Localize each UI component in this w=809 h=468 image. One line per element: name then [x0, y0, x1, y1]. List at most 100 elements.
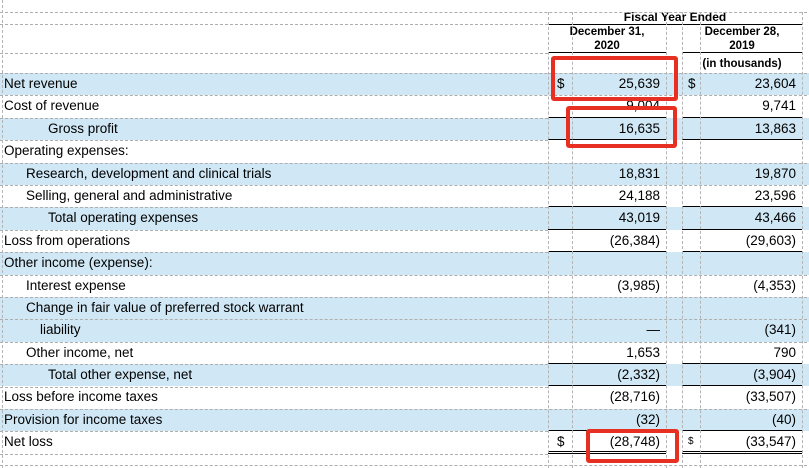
value-2019: 13,863: [754, 120, 796, 136]
value-2020: [572, 140, 666, 162]
value-group-2019: $ (33,547): [682, 431, 802, 454]
dollar-sign-2020: [548, 342, 572, 363]
value-group-2019: (40): [682, 409, 802, 432]
column-header-2019: December 28, 2019: [682, 25, 802, 53]
value-2019: (40): [771, 411, 796, 427]
dollar-sign-2020: [548, 207, 572, 228]
dollar-sign-2019: [682, 342, 700, 363]
row-end-filler: [802, 252, 809, 274]
value-group-2019: (33,507): [682, 386, 802, 408]
column-gap: [666, 54, 682, 74]
table-row: Research, development and clinical trial…: [0, 162, 809, 185]
value-2020: (26,384): [609, 232, 660, 248]
dollar-sign-2019: [682, 275, 700, 297]
header-spacer: [0, 12, 548, 25]
fiscal-year-ended-title: Fiscal Year Ended: [548, 11, 802, 25]
value-2020: 1,653: [626, 344, 660, 360]
row-label: Gross profit: [48, 120, 118, 136]
dollar-sign-2019: [682, 319, 700, 341]
dollar-sign-2019: [682, 163, 700, 185]
value-2020: (28,716): [609, 389, 660, 405]
table-row: Net loss $ (28,748) $ (33,547): [0, 431, 809, 454]
row-end-filler: [802, 364, 809, 386]
table-row: Cost of revenue 9,004 9,741: [0, 95, 809, 118]
table-header: Fiscal Year Ended December 31, 2020 Dece…: [0, 11, 809, 74]
value-2019: (33,547): [745, 434, 796, 450]
value-group-2019: 9,741: [682, 95, 802, 118]
value-2019: 19,870: [754, 165, 796, 181]
dollar-sign-2020: $: [557, 434, 565, 450]
value-group-2020: 16,635: [548, 118, 666, 141]
dollar-sign-2020: [548, 364, 572, 385]
value-group-2019: (29,603): [682, 230, 802, 253]
value-group-2019: [682, 297, 802, 319]
value-group-2019: 790: [682, 342, 802, 365]
dollar-sign-2020: [548, 409, 572, 430]
value-group-2020: [548, 297, 666, 319]
header-row-title: Fiscal Year Ended: [0, 11, 809, 25]
units-empty-cell: [548, 54, 666, 74]
value-group-2020: 43,019: [548, 207, 666, 230]
dollar-sign-2020: [548, 95, 572, 116]
value-2019: 23,596: [754, 187, 796, 203]
value-2020: 9,004: [626, 98, 660, 114]
row-end-filler: [802, 207, 809, 229]
dollar-sign-2019: [682, 252, 700, 274]
dollar-sign-2020: [548, 118, 572, 139]
value-2019: (341): [764, 322, 796, 338]
row-end-filler: [802, 118, 809, 140]
value-2019: 43,466: [754, 210, 796, 226]
value-2020: 16,635: [618, 120, 660, 136]
dollar-sign-2019: [682, 118, 700, 139]
row-label: Research, development and clinical trial…: [26, 165, 272, 181]
table-row: Gross profit 16,635 13,863: [0, 117, 809, 141]
dashed-gridline-horizontal: [0, 465, 807, 466]
column-gap: [666, 230, 682, 252]
dollar-sign-2020: [548, 297, 572, 319]
value-2020: (3,985): [617, 277, 660, 293]
dollar-sign-2019: [682, 230, 700, 251]
row-label: Loss from operations: [4, 232, 131, 248]
value-2020: [572, 252, 666, 274]
units-note: (in thousands): [702, 58, 782, 70]
column-gap: [666, 140, 682, 162]
column-gap: [666, 163, 682, 185]
value-group-2019: 13,863: [682, 118, 802, 141]
value-2020: —: [646, 322, 661, 338]
value-group-2019: (3,904): [682, 364, 802, 387]
value-group-2020: 9,004: [548, 95, 666, 118]
value-2020: (28,748): [609, 434, 660, 450]
row-label: Net loss: [4, 434, 53, 450]
row-label: Other income, net: [26, 344, 134, 360]
column-gap: [666, 73, 682, 95]
row-label: Operating expenses:: [4, 143, 129, 159]
value-group-2020: (26,384): [548, 230, 666, 253]
dollar-sign-2019: [682, 185, 700, 206]
dollar-sign-2020: [548, 140, 572, 162]
table-row: Selling, general and administrative 24,18…: [0, 185, 809, 208]
column-gap: [666, 342, 682, 364]
column-gap: [666, 25, 682, 54]
value-2019: 9,741: [762, 98, 796, 114]
column-gap: [666, 409, 682, 431]
row-label: Total other expense, net: [48, 367, 193, 383]
table-row: Loss from operations (26,384) (29,603): [0, 230, 809, 253]
value-group-2020: 18,831: [548, 163, 666, 185]
row-label: Provision for income taxes: [4, 411, 163, 427]
column-gap: [666, 431, 682, 453]
header-row-dates: December 31, 2020 December 28, 2019: [0, 25, 809, 54]
dollar-sign-2019: $: [688, 76, 696, 91]
row-label: Net revenue: [4, 76, 78, 91]
value-group-2019: [682, 140, 802, 162]
value-group-2020: (3,985): [548, 275, 666, 297]
value-group-2020: (28,716): [548, 386, 666, 408]
dollar-sign-2020: [548, 163, 572, 185]
column-header-2019-line2: 2019: [729, 39, 755, 52]
table-row: Interest expense (3,985) (4,353): [0, 275, 809, 297]
value-2019: [700, 297, 802, 319]
row-end-filler: [802, 95, 809, 117]
column-gap: [666, 319, 682, 341]
value-2019: 23,604: [754, 76, 796, 91]
row-end-filler: [802, 297, 809, 319]
dollar-sign-2020: [548, 185, 572, 206]
